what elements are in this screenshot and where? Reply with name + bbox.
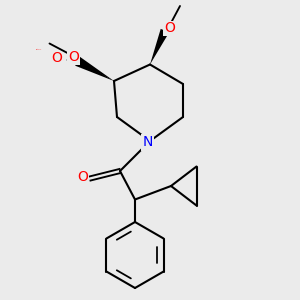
Polygon shape xyxy=(150,27,171,64)
Polygon shape xyxy=(150,29,166,64)
Polygon shape xyxy=(74,54,114,81)
Text: methoxy: methoxy xyxy=(36,48,42,50)
Text: O: O xyxy=(52,52,62,65)
Polygon shape xyxy=(75,60,114,81)
Text: O: O xyxy=(77,170,88,184)
Text: O: O xyxy=(164,22,175,35)
Text: N: N xyxy=(142,136,153,149)
Text: O: O xyxy=(68,50,79,64)
